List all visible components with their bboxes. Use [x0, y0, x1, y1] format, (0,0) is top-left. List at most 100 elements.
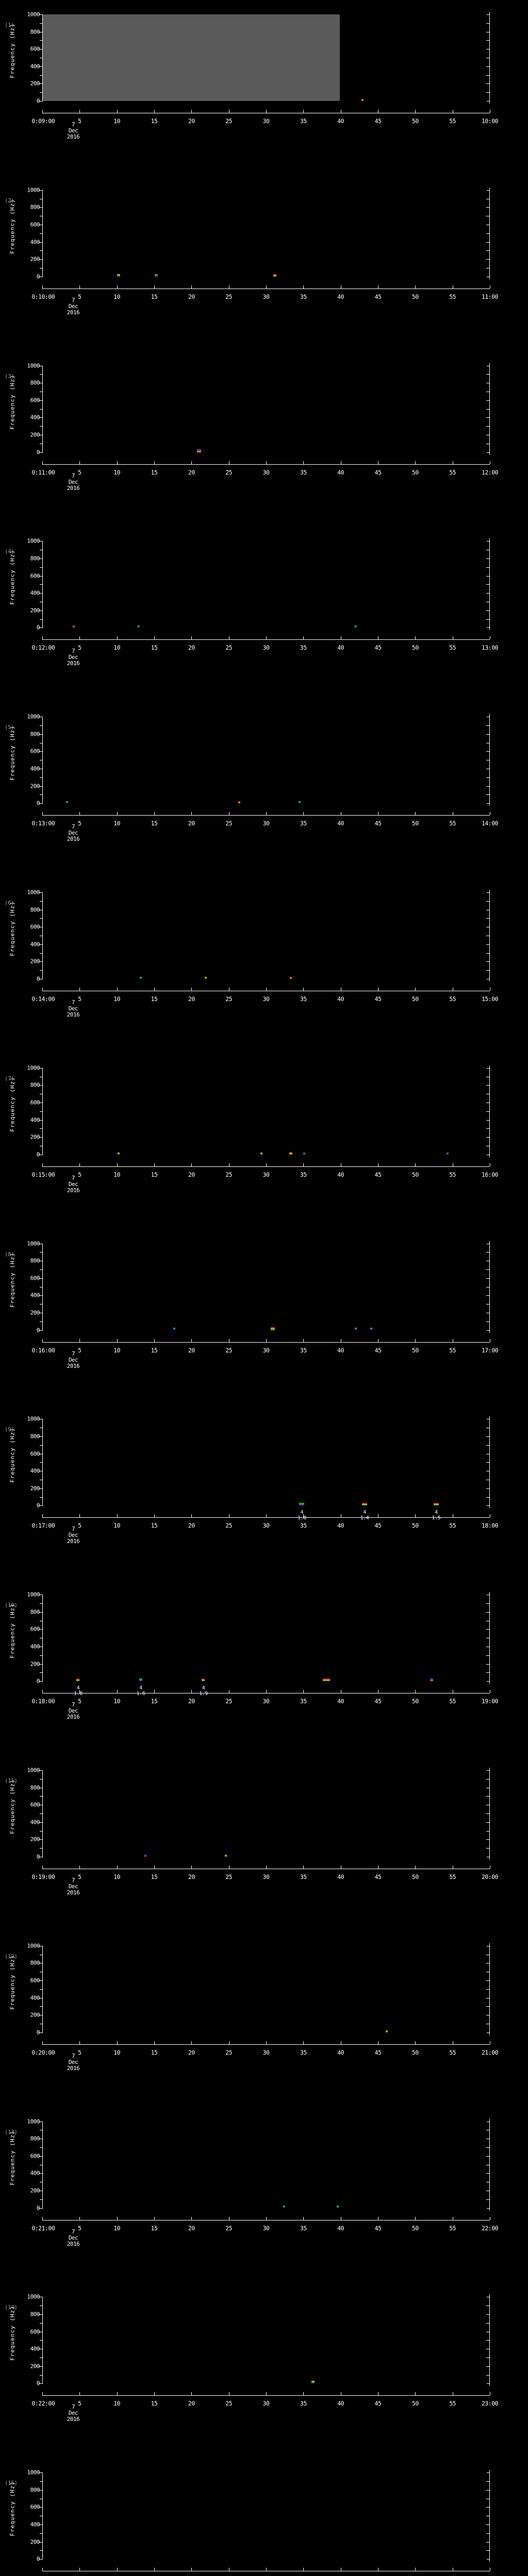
right-axis [486, 538, 490, 631]
right-axis-cap-top [487, 190, 490, 191]
x-tick [117, 2392, 118, 2396]
y-tick-label: 200 [30, 2363, 40, 2370]
x-tick-label: 45 [374, 2400, 382, 2408]
y-tick-label: 400 [30, 1643, 40, 1650]
plot-area: 0 200 400 600 800 1000 [27, 2469, 490, 2563]
y-minor-tick [40, 250, 43, 251]
y-tick [39, 14, 43, 15]
x-tick [154, 636, 155, 640]
plot-canvas [42, 14, 490, 101]
x-tick-label: 55 [449, 644, 456, 652]
x-tick [117, 2568, 118, 2571]
plot-canvas [42, 190, 490, 277]
x-axis-date-label: 7 Dec 2016 [42, 2053, 104, 2072]
event-marker [196, 449, 201, 452]
y-axis: 0 200 400 600 800 1000 [27, 1942, 43, 2036]
x-tick-label: 30 [262, 644, 270, 652]
x-tick [191, 285, 192, 289]
y-minor-tick [40, 794, 43, 795]
x-tick [154, 2216, 155, 2220]
y-tick [39, 593, 43, 594]
x-axis-date-label: 7 Dec 2016 [42, 2404, 104, 2422]
annotation-line-2: 1.8 [74, 1691, 82, 1697]
x-tick [191, 110, 192, 113]
right-tick [486, 1989, 489, 1990]
y-tick-label: 0 [36, 624, 40, 631]
y-tick-label: 0 [36, 1677, 40, 1685]
x-tick-label: 20 [188, 1698, 195, 1705]
spectrogram-panel: (8) Frequency (Hz) 0 200 400 600 800 1000 0:16:0… [0, 1236, 528, 1389]
date-line: Dec [68, 1005, 78, 1012]
event-annotation: 4 1.6 [137, 1685, 145, 1697]
x-tick [79, 110, 80, 113]
x-tick-label: 5 [78, 995, 81, 1003]
x-tick-label: 25 [225, 117, 233, 125]
x-tick-label: 15 [151, 644, 158, 652]
x-axis-start-label: 0:21:00 [31, 2224, 55, 2232]
panel-index-label: (1) [5, 22, 14, 28]
x-tick-label: 15 [151, 1346, 158, 1354]
event-marker [76, 1678, 80, 1682]
y-tick [39, 2156, 43, 2157]
x-tick-label: 55 [449, 468, 456, 476]
x-tick [191, 1163, 192, 1166]
plot-canvas [42, 1770, 490, 1857]
date-line: Dec [68, 1883, 78, 1890]
x-tick-label: 25 [225, 1873, 233, 1880]
x-tick-label: 55 [449, 2048, 456, 2056]
y-tick-label: 800 [30, 2311, 40, 2318]
y-minor-tick [40, 1848, 43, 1849]
x-tick-label: 35 [300, 1171, 307, 1178]
x-tick-label: 25 [225, 293, 233, 300]
y-axis-title: Frequency (Hz) [9, 198, 16, 254]
x-tick-label: 5 [78, 293, 81, 300]
x-tick [154, 461, 155, 464]
x-tick-label: 15 [151, 1698, 158, 1705]
annotation-line-1: 4 [435, 1510, 438, 1516]
x-tick [415, 636, 416, 640]
plot-area: 0 200 400 600 800 1000 [27, 187, 490, 280]
y-tick [39, 207, 43, 208]
x-tick-label: 30 [262, 2048, 270, 2056]
x-tick [42, 636, 43, 640]
date-line: 2016 [67, 2416, 80, 2423]
x-tick-label: 5 [78, 1522, 81, 1530]
panel-index-label: (9) [5, 1426, 14, 1433]
x-tick [191, 2041, 192, 2044]
y-tick [39, 400, 43, 401]
date-line: Dec [68, 1356, 78, 1363]
x-tick-label: 5 [78, 2048, 81, 2056]
y-axis-title: Frequency (Hz) [9, 1603, 16, 1659]
x-tick [154, 1690, 155, 1693]
right-tick [486, 961, 489, 962]
event-annotation: 4 1.8 [74, 1685, 82, 1697]
date-line: 2016 [67, 484, 80, 492]
right-tick [486, 1488, 489, 1489]
x-tick-label: 40 [337, 2048, 344, 2056]
right-tick [486, 1980, 489, 1981]
y-tick-label: 0 [36, 449, 40, 456]
x-tick [415, 2568, 416, 2571]
y-tick [39, 2032, 43, 2033]
x-tick [79, 1338, 80, 1342]
x-tick-label: 10 [113, 1522, 121, 1530]
right-tick [486, 1822, 489, 1823]
date-line: Dec [68, 654, 78, 661]
right-tick [486, 567, 489, 568]
y-minor-tick [40, 1989, 43, 1990]
x-tick-label: 10 [113, 1171, 121, 1178]
panel-index-label: (10) [5, 1602, 18, 1609]
event-marker [271, 1327, 275, 1330]
right-tick [486, 1796, 489, 1797]
y-tick [39, 66, 43, 67]
x-tick-label: 25 [225, 468, 233, 476]
right-axis-cap-bottom [487, 1330, 490, 1331]
x-tick-label: 10 [113, 2400, 121, 2408]
right-tick [486, 1629, 489, 1630]
x-tick-label: 40 [337, 995, 344, 1003]
x-tick [79, 1163, 80, 1166]
y-tick-label: 0 [36, 273, 40, 280]
x-tick-label: 25 [225, 1346, 233, 1354]
x-tick-label: 20 [188, 117, 195, 125]
date-line: 2016 [67, 133, 80, 140]
